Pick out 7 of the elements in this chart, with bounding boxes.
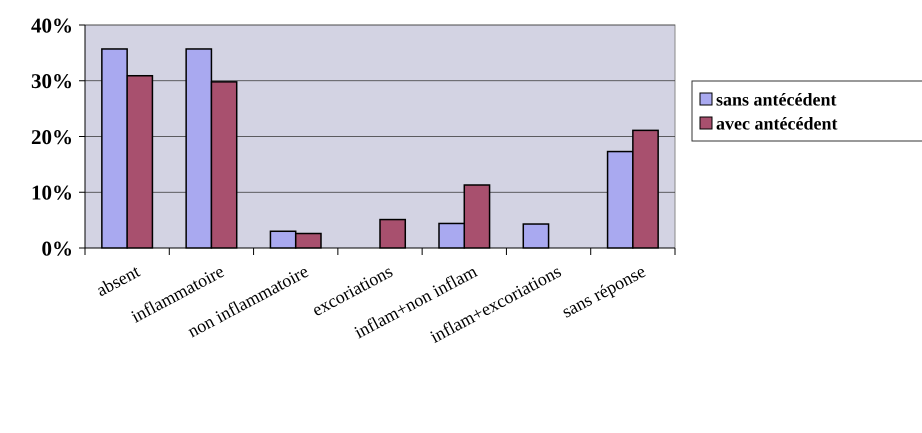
y-tick-label: 10% [31, 180, 73, 205]
y-tick-label: 0% [42, 236, 73, 260]
y-tick-label: 40% [31, 13, 73, 38]
legend-label: avec antécédent [716, 113, 838, 134]
y-tick-label: 30% [31, 69, 73, 94]
legend-label: sans antécédent [716, 89, 837, 110]
y-tick-label: 20% [31, 124, 73, 149]
